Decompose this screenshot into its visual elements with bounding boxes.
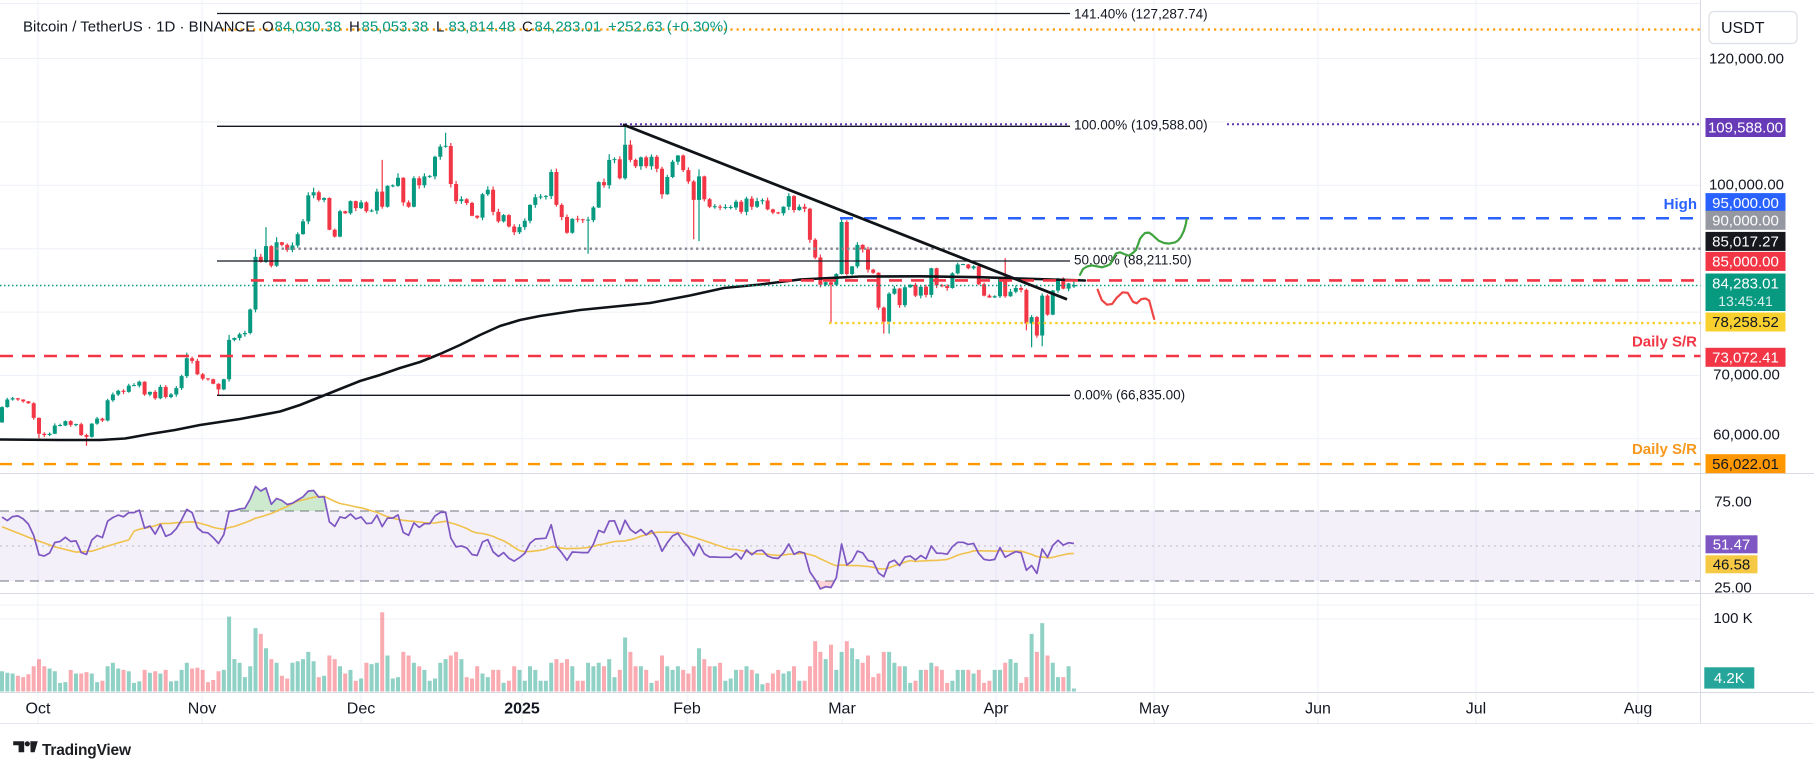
svg-text:46.58: 46.58	[1713, 557, 1751, 574]
svg-text:84,283.01: 84,283.01	[1712, 276, 1779, 293]
svg-text:Jun: Jun	[1305, 701, 1331, 718]
svg-text:100.00% (109,588.00): 100.00% (109,588.00)	[1074, 118, 1208, 133]
svg-text:51.47: 51.47	[1713, 537, 1751, 554]
svg-text:141.40% (127,287.74): 141.40% (127,287.74)	[1074, 7, 1208, 22]
svg-text:84,283.01: 84,283.01	[535, 19, 602, 36]
svg-text:85,017.27: 85,017.27	[1712, 234, 1779, 251]
svg-text:Nov: Nov	[188, 701, 216, 718]
svg-text:50.00% (88,211.50): 50.00% (88,211.50)	[1074, 253, 1192, 268]
svg-text:Daily S/R: Daily S/R	[1632, 334, 1697, 351]
svg-text:May: May	[1139, 701, 1169, 718]
svg-text:Oct: Oct	[26, 701, 51, 718]
svg-text:High: High	[1664, 196, 1697, 213]
svg-text:100,000.00: 100,000.00	[1709, 177, 1784, 194]
svg-text:Aug: Aug	[1624, 701, 1652, 718]
svg-text:C: C	[522, 19, 533, 36]
svg-text:13:45:41: 13:45:41	[1718, 293, 1773, 309]
svg-text:L: L	[436, 19, 444, 36]
svg-text:56,022.01: 56,022.01	[1712, 456, 1779, 473]
svg-text:2025: 2025	[504, 701, 540, 718]
svg-text:25.00: 25.00	[1714, 579, 1752, 596]
svg-text:0.00% (66,835.00): 0.00% (66,835.00)	[1074, 388, 1185, 403]
svg-text:83,814.48: 83,814.48	[449, 19, 516, 36]
svg-text:USDT: USDT	[1721, 20, 1765, 37]
svg-text:90,000.00: 90,000.00	[1712, 213, 1779, 230]
svg-text:84,030.38: 84,030.38	[275, 19, 342, 36]
svg-text:Bitcoin / TetherUS · 1D · BINA: Bitcoin / TetherUS · 1D · BINANCE	[23, 19, 255, 36]
svg-text:O: O	[262, 19, 274, 36]
svg-text:H: H	[349, 19, 360, 36]
svg-text:75.00: 75.00	[1714, 494, 1752, 511]
svg-text:Daily S/R: Daily S/R	[1632, 441, 1697, 458]
svg-text:73,072.41: 73,072.41	[1712, 350, 1779, 367]
svg-text:Feb: Feb	[673, 701, 701, 718]
svg-text:95,000.00: 95,000.00	[1712, 195, 1779, 212]
svg-text:100 K: 100 K	[1713, 610, 1752, 627]
svg-text:Jul: Jul	[1466, 701, 1486, 718]
svg-text:+252.63 (+0.30%): +252.63 (+0.30%)	[608, 19, 728, 36]
svg-text:78,258.52: 78,258.52	[1712, 314, 1779, 331]
svg-text:109,588.00: 109,588.00	[1708, 120, 1783, 137]
svg-text:85,000.00: 85,000.00	[1712, 254, 1779, 271]
svg-text:70,000.00: 70,000.00	[1713, 367, 1780, 384]
svg-text:Mar: Mar	[828, 701, 856, 718]
svg-text:60,000.00: 60,000.00	[1713, 426, 1780, 443]
svg-text:Dec: Dec	[347, 701, 375, 718]
svg-text:85,053.38: 85,053.38	[362, 19, 429, 36]
svg-text:TradingView: TradingView	[42, 742, 132, 759]
svg-text:4.2K: 4.2K	[1714, 670, 1745, 687]
svg-text:Apr: Apr	[984, 701, 1010, 718]
svg-text:120,000.00: 120,000.00	[1709, 51, 1784, 68]
